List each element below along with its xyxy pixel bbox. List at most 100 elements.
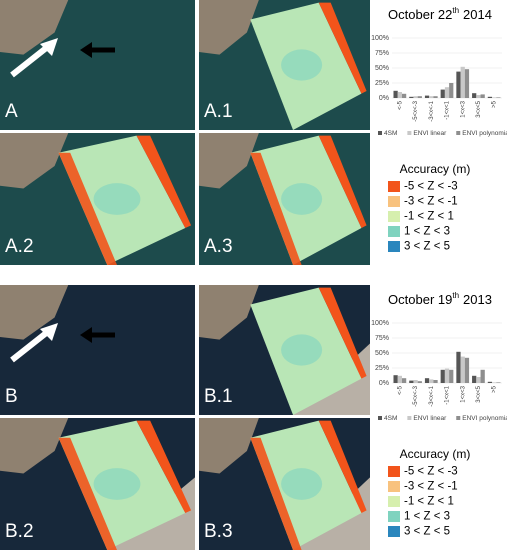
bar [472, 93, 477, 98]
y-tick-label: 100% [371, 35, 389, 42]
land [199, 133, 259, 189]
x-tick-label: 1<x<3 [460, 385, 466, 402]
legend-swatch [388, 511, 400, 522]
bar [401, 93, 407, 98]
image-panel: A.2 [0, 133, 195, 265]
bar [492, 382, 497, 383]
bar [487, 96, 493, 98]
accuracy-edge [136, 135, 192, 229]
bar [409, 96, 414, 98]
bar [456, 71, 461, 98]
legend-swatch [456, 131, 461, 135]
bar [397, 92, 402, 98]
white-arrow-head [40, 38, 58, 56]
legend-swatch [388, 226, 400, 237]
legend-label: -3 < Z < -1 [404, 196, 458, 208]
legend-label: 1 < Z < 3 [404, 226, 450, 238]
x-tick-label: 1<x<3 [460, 100, 466, 117]
white-arrow [10, 327, 52, 363]
x-tick-label: 3<x<5 [476, 385, 482, 402]
title-sup: th [452, 6, 459, 15]
legend-swatch [388, 241, 400, 252]
bar [492, 97, 497, 98]
legend-label: 4SM [384, 415, 397, 422]
image-panel: A [0, 0, 195, 130]
accuracy-edge [58, 437, 117, 550]
bar [401, 378, 407, 383]
title-year: 2014 [463, 7, 492, 22]
land [0, 0, 69, 55]
accuracy-edge [250, 152, 302, 265]
panel-label: A.2 [5, 236, 34, 257]
x-tick-label: -5<x<-3 [413, 100, 419, 121]
legend-label: -5 < Z < -3 [404, 181, 458, 193]
bar [472, 375, 477, 383]
panel-label: A.3 [204, 236, 233, 257]
legend-label: 4SM [384, 130, 397, 137]
accuracy-patch [93, 183, 141, 215]
bar [476, 95, 481, 98]
bar [449, 83, 454, 98]
y-tick-label: 25% [375, 80, 389, 87]
image-panel: B.2 [0, 418, 195, 550]
bar [433, 96, 438, 98]
bar [444, 368, 450, 383]
panel-label: B [5, 386, 18, 407]
y-tick-label: 75% [375, 50, 389, 57]
bar [496, 97, 501, 98]
image-panel: B [0, 285, 195, 415]
bar [460, 66, 465, 98]
bar [393, 375, 398, 383]
bar [429, 96, 434, 98]
accuracy-edge [250, 437, 302, 550]
title-sup: th [452, 291, 459, 300]
legend-label: 3 < Z < 5 [404, 241, 450, 253]
chart-title: October 22th 2014 [388, 6, 492, 22]
white-arrow [10, 42, 52, 78]
bar [444, 87, 450, 98]
panel-label: A.1 [204, 101, 233, 122]
x-tick-label: <-5 [397, 100, 403, 110]
legend-swatch [388, 526, 400, 537]
legend-swatch [378, 131, 382, 135]
image-panel: B.1 [199, 285, 370, 415]
panel-label: B.1 [204, 386, 233, 407]
accuracy-edge [318, 420, 367, 514]
land [199, 418, 259, 474]
legend-label: ENVI polynomial [462, 130, 507, 137]
bar [480, 369, 485, 383]
x-tick-label: -1<x<1 [445, 385, 451, 404]
panel-label: A [5, 101, 18, 122]
bar [397, 375, 402, 383]
legend-label: -3 < Z < -1 [404, 481, 458, 493]
legend-title: Accuracy (m) [400, 447, 471, 461]
legend-swatch [388, 466, 400, 477]
accuracy-patch [281, 468, 323, 500]
chart-title: October 19th 2013 [388, 291, 492, 307]
bar [449, 369, 454, 383]
image-panel: A.1 [199, 0, 370, 131]
legend-swatch [456, 416, 461, 420]
bar [440, 369, 445, 383]
legend-label: ENVI polynomial [462, 415, 507, 422]
y-tick-label: 100% [371, 320, 389, 327]
legend-title: Accuracy (m) [400, 162, 471, 176]
x-tick-label: -3<x<-1 [429, 100, 435, 121]
panel-label: B.2 [5, 521, 34, 542]
accuracy-patch [281, 334, 323, 366]
legend-swatch [388, 196, 400, 207]
x-tick-label: 3<x<5 [476, 100, 482, 117]
bar [464, 69, 470, 98]
legend-swatch [388, 211, 400, 222]
bar [393, 90, 398, 98]
x-tick-label: <-5 [397, 385, 403, 395]
bar [480, 94, 485, 98]
black-arrow-head [80, 327, 92, 343]
bar [424, 378, 430, 383]
image-panel: A.3 [199, 133, 370, 265]
bar [409, 380, 414, 383]
bar [487, 381, 493, 383]
x-tick-label: >5 [492, 385, 498, 393]
bar [476, 377, 481, 383]
